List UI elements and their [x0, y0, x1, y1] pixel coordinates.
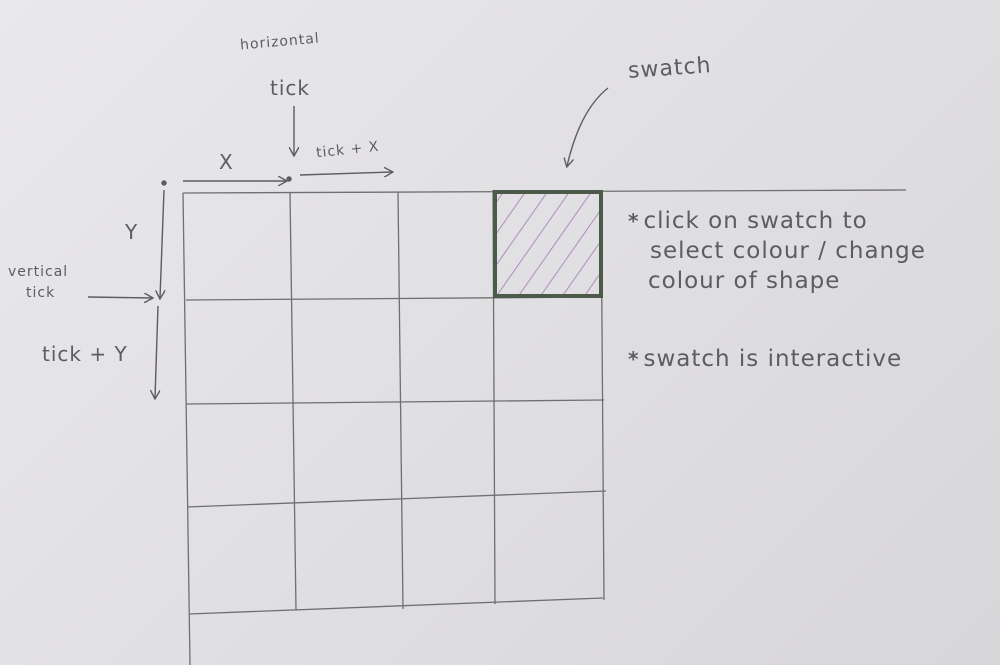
- note-asterisk: *: [628, 347, 640, 371]
- grid-row-line-2: [185, 399, 605, 405]
- vertical-tick-label-line2: tick: [26, 285, 56, 301]
- y-label: Y: [125, 220, 139, 244]
- swatch-border[interactable]: [493, 190, 603, 298]
- grid-col-line-1: [289, 191, 297, 611]
- vertical-tick-label-line1: vertical: [8, 264, 69, 280]
- tick-dot: [286, 176, 292, 182]
- origin-dot: [161, 180, 167, 186]
- note-swatch-click: * click on swatch to select colour / chan…: [628, 206, 926, 296]
- note-swatch-interactive: * swatch is interactive: [628, 344, 902, 374]
- tick-plus-y-label: tick + Y: [42, 342, 128, 366]
- y-arrow: [160, 189, 164, 298]
- swatch[interactable]: [493, 190, 603, 298]
- swatch-pointer-arrow: [567, 87, 609, 166]
- tick-plus-x-arrow: [299, 172, 392, 175]
- note1-line3: colour of shape: [648, 268, 841, 294]
- grid: [182, 189, 907, 665]
- swatch-fill[interactable]: [495, 192, 601, 296]
- note2-text: swatch is interactive: [643, 346, 903, 372]
- note1-line1: click on swatch to: [643, 208, 868, 234]
- grid-left-line: [182, 192, 191, 665]
- note-asterisk: *: [628, 209, 640, 233]
- grid-bottom-line: [188, 597, 604, 615]
- tick-plus-y-arrow: [155, 305, 158, 398]
- grid-col-line-2: [397, 191, 404, 610]
- grid-row-line-3: [186, 490, 607, 508]
- annotation-arrows: [87, 87, 609, 398]
- vertical-tick-arrow: [87, 297, 152, 298]
- horizontal-tick-label-line2: tick: [270, 76, 310, 100]
- x-label: X: [219, 150, 234, 174]
- note1-line2: select colour / change: [650, 238, 926, 264]
